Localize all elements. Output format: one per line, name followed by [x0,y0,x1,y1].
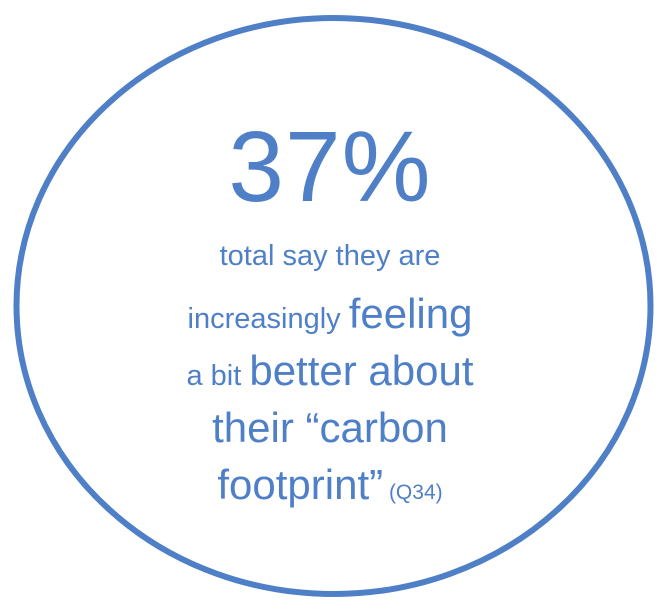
stat-line-4-text: their “carbon [212,404,448,451]
stat-line-1-text: total say they are [219,240,441,272]
stat-percentage: 37% [228,111,432,223]
stat-line-3: a bit better about [80,342,580,399]
stat-text-block: 37% total say they are increasingly feel… [80,112,580,513]
stat-line-5: footprint” (Q34) [80,456,580,513]
stat-line-2-small: increasingly [187,303,349,335]
stat-line-3-large: better about [249,347,474,394]
stat-line-5-large: footprint” [217,461,384,508]
stat-line-1: total say they are [80,228,580,285]
stat-line-4: their “carbon [80,399,580,456]
stat-line-2-large: feeling [348,290,473,337]
stat-line-2: increasingly feeling [80,285,580,342]
question-reference: (Q34) [383,481,443,504]
stat-line-3-small: a bit [186,360,250,392]
